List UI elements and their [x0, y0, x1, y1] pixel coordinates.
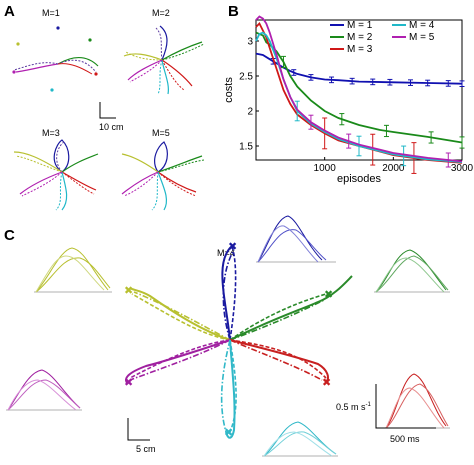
errorbar-1-8 — [425, 79, 431, 87]
subplot-m5-label: M=5 — [152, 128, 170, 138]
panel-b-label: B — [228, 3, 239, 20]
velocity-profile-teal — [262, 421, 338, 457]
errorbar-1-5 — [370, 78, 376, 86]
svg-text:✖: ✖ — [224, 427, 233, 439]
x-axis-label: episodes — [337, 173, 382, 185]
panel-c-velocity-scalebar: 0.5 m s-1 500 ms — [336, 384, 436, 444]
panel-c-trajectories: ✖ ✖ ✖ ✖ ✖ ✖ — [124, 241, 353, 439]
subplot-m3: M=3 — [13, 128, 99, 211]
velocity-profile-yellow — [34, 247, 112, 293]
y-tick-label-2: 2.5 — [239, 72, 253, 83]
series-line-1 — [255, 52, 463, 85]
time-scale-label: 500 ms — [390, 434, 420, 444]
x-tick-label-1: 2000 — [382, 163, 405, 174]
svg-text:✖: ✖ — [322, 377, 331, 389]
velocity-profile-green — [374, 249, 450, 293]
legend-label-4: M = 4 — [409, 20, 435, 31]
panel-a-scale-label: 10 cm — [99, 122, 124, 132]
x-tick-label-2: 3000 — [451, 163, 474, 174]
svg-text:✖: ✖ — [124, 285, 133, 297]
subplot-m2-label: M=2 — [152, 8, 170, 18]
subplot-m5: M=5 — [121, 128, 205, 211]
velocity-scale-label: 0.5 m s-1 — [336, 402, 372, 412]
panel-a-scalebar: 10 cm — [99, 102, 124, 132]
errorbar-1-3 — [329, 76, 335, 84]
errorbar-5-2 — [445, 152, 451, 168]
errorbar-1-9 — [445, 80, 451, 87]
y-tick-label-3: 3 — [247, 37, 253, 48]
panel-c-length-scalebar: 5 cm — [127, 418, 156, 454]
x-tick-label-0: 1000 — [314, 163, 337, 174]
svg-text:✖: ✖ — [228, 241, 237, 253]
legend-label-1: M = 1 — [347, 20, 373, 31]
legend-label-5: M = 5 — [409, 32, 435, 43]
velocity-profile-purple — [6, 369, 82, 411]
legend-label-2: M = 2 — [347, 32, 373, 43]
legend-label-3: M = 3 — [347, 44, 373, 55]
errorbar-5-1 — [346, 133, 352, 149]
subplot-m3-label: M=3 — [42, 128, 60, 138]
velocity-profile-navy — [256, 215, 336, 263]
velocity-profile-red — [384, 373, 450, 429]
errorbar-5-0 — [308, 114, 314, 130]
errorbar-4-2 — [401, 145, 407, 167]
errorbar-2-3 — [428, 131, 434, 144]
errorbar-1-4 — [349, 77, 355, 85]
errorbar-4-1 — [356, 135, 362, 157]
subplot-m2: M=2 — [123, 8, 205, 95]
subplot-m1-label: M=1 — [42, 8, 60, 18]
subplot-m1: M=1 — [12, 8, 99, 92]
errorbar-1-7 — [408, 79, 413, 86]
plot-frame — [255, 19, 463, 161]
errorbar-3-0 — [322, 117, 328, 150]
errorbar-1-10 — [459, 80, 465, 87]
errorbar-2-0 — [280, 55, 286, 69]
panel-c-scale-label: 5 cm — [136, 444, 156, 454]
errorbar-2-1 — [339, 113, 345, 126]
y-axis-label: costs — [223, 77, 235, 103]
panel-a-label: A — [4, 3, 15, 20]
errorbar-1-2 — [308, 74, 314, 81]
svg-text:✖: ✖ — [324, 289, 333, 301]
panel-c-label: C — [4, 227, 15, 244]
errorbar-1-1 — [291, 69, 297, 76]
y-tick-label-1: 2 — [247, 107, 253, 118]
series-line-5 — [255, 15, 463, 163]
errorbar-1-6 — [387, 78, 393, 86]
errorbar-2-4 — [459, 136, 465, 149]
errorbar-4-0 — [294, 100, 300, 122]
svg-text:✖: ✖ — [124, 377, 133, 389]
y-tick-label-0: 1.5 — [239, 142, 253, 153]
errorbar-2-2 — [383, 124, 389, 138]
